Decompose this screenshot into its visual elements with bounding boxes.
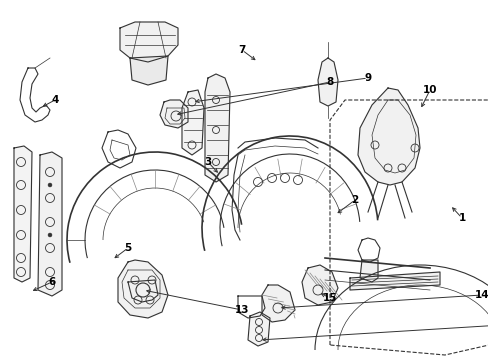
Polygon shape	[349, 272, 439, 290]
Text: 15: 15	[322, 293, 337, 303]
Polygon shape	[317, 58, 337, 106]
Polygon shape	[204, 74, 229, 182]
Text: 2: 2	[351, 195, 358, 205]
Text: 10: 10	[422, 85, 436, 95]
Polygon shape	[302, 265, 337, 305]
Polygon shape	[262, 285, 294, 322]
Polygon shape	[182, 90, 203, 155]
Polygon shape	[357, 88, 419, 185]
Polygon shape	[160, 100, 187, 128]
Polygon shape	[14, 146, 32, 282]
Circle shape	[48, 183, 52, 187]
Polygon shape	[120, 22, 178, 62]
Text: 5: 5	[124, 243, 131, 253]
Text: 14: 14	[474, 290, 488, 300]
Text: 7: 7	[238, 45, 245, 55]
Text: 13: 13	[234, 305, 249, 315]
Text: 9: 9	[364, 73, 371, 83]
Polygon shape	[247, 312, 269, 346]
Polygon shape	[38, 152, 62, 296]
Text: 3: 3	[204, 157, 211, 167]
Text: 4: 4	[51, 95, 59, 105]
Polygon shape	[359, 260, 377, 282]
Polygon shape	[130, 56, 168, 85]
Polygon shape	[118, 260, 168, 318]
Text: 8: 8	[325, 77, 333, 87]
Text: 6: 6	[48, 277, 56, 287]
Text: 1: 1	[457, 213, 465, 223]
Circle shape	[48, 233, 52, 237]
